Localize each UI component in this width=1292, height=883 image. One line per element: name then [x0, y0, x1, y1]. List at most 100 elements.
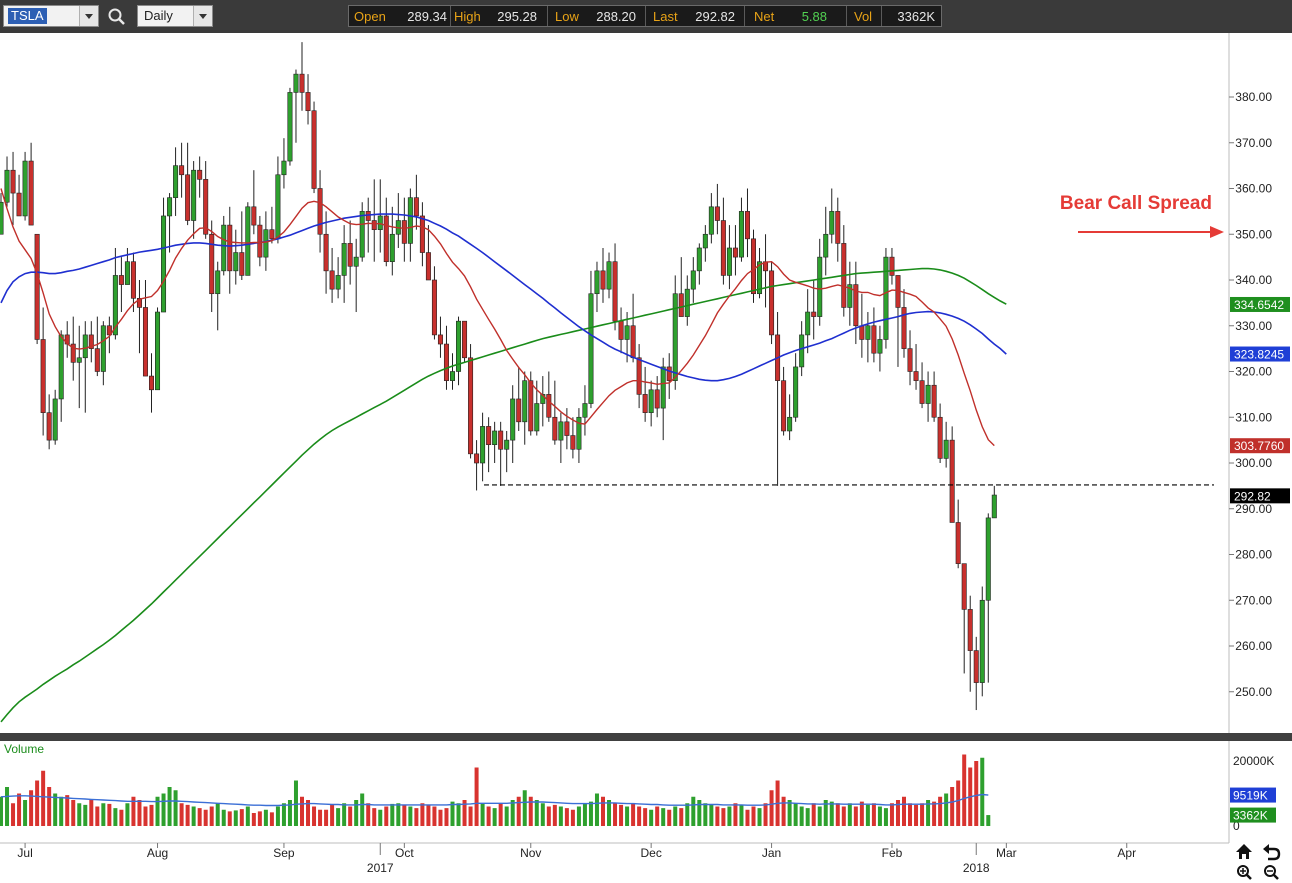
volume-bar	[402, 804, 407, 826]
date-axis: Jul Aug Sep Oct Nov Dec Jan Feb Mar Apr 2017 2018	[17, 843, 1136, 875]
volume-bar	[348, 806, 353, 826]
candle	[257, 215, 263, 267]
volume-bar	[582, 803, 587, 826]
open-value: 289.34	[407, 9, 447, 24]
volume-bar	[312, 806, 317, 826]
volume-bar	[408, 806, 413, 826]
candle	[588, 270, 594, 409]
candle	[750, 229, 756, 303]
candle	[191, 161, 197, 239]
volume-bar	[113, 808, 118, 826]
candle	[245, 202, 251, 276]
zoom-in-icon[interactable]	[1237, 865, 1252, 880]
volume-bar	[125, 803, 130, 826]
volume-bar	[793, 803, 798, 826]
price-chart[interactable]: 380.00 370.00 360.00 350.00 340.00 330.00 320.…	[0, 33, 1292, 883]
candle	[185, 142, 191, 226]
period-select[interactable]: Daily	[137, 5, 213, 27]
candle	[781, 366, 787, 436]
volume-bar	[667, 809, 672, 826]
candle	[0, 193, 4, 235]
volume-bar	[823, 800, 828, 826]
candle	[907, 330, 913, 386]
volume-bar	[275, 806, 280, 826]
candle	[642, 366, 648, 422]
volume-bar	[679, 808, 684, 826]
candle	[955, 499, 961, 569]
candle	[335, 257, 341, 299]
volume-bar	[119, 809, 124, 826]
volume-bar	[89, 800, 94, 826]
candle	[179, 142, 185, 198]
home-icon[interactable]	[1236, 844, 1252, 859]
price-tick-label: 250.00	[1235, 685, 1272, 699]
candle	[973, 636, 979, 711]
volume-bar	[354, 800, 359, 826]
volume-marker: 3362K	[1230, 807, 1276, 823]
candle	[203, 161, 209, 239]
price-marker-label: 323.8245	[1234, 348, 1284, 362]
volume-bar	[540, 803, 545, 826]
volume-bar	[215, 803, 220, 826]
symbol-text[interactable]: TSLA	[8, 8, 47, 24]
volume-bar	[865, 804, 870, 826]
price-marker: 303.7760	[1230, 438, 1290, 454]
volume-bar	[131, 796, 136, 826]
candle	[40, 307, 46, 436]
volume-bar	[456, 803, 461, 826]
candle	[937, 403, 943, 463]
candle	[462, 320, 468, 363]
volume-bar	[588, 801, 593, 826]
candle	[371, 179, 377, 262]
volume-bar	[324, 809, 329, 826]
candle	[787, 394, 793, 441]
volume-bar	[83, 804, 88, 826]
symbol-dropdown-arrow-icon[interactable]	[79, 6, 98, 26]
candle	[58, 330, 64, 422]
volume-bar	[625, 806, 630, 826]
candle	[576, 408, 582, 463]
symbol-input[interactable]: TSLA	[3, 5, 99, 27]
candle	[516, 366, 522, 431]
net-label: Net	[754, 9, 775, 24]
low-value: 288.20	[596, 9, 636, 24]
candle	[251, 170, 257, 235]
last-value: 292.82	[695, 9, 735, 24]
volume-bar	[107, 803, 112, 826]
undo-icon[interactable]	[1263, 844, 1281, 861]
candle	[443, 325, 449, 390]
search-icon[interactable]	[107, 7, 127, 27]
volume-bar	[841, 806, 846, 826]
candle	[949, 426, 955, 523]
volume-bar	[799, 806, 804, 826]
candle	[612, 243, 618, 331]
volume-bar	[721, 808, 726, 826]
volume-bar	[709, 804, 714, 826]
volume-bar	[65, 795, 70, 826]
volume-bar	[546, 806, 551, 826]
month-label: Jan	[762, 846, 781, 860]
candle	[94, 316, 100, 377]
candle	[233, 229, 239, 285]
period-dropdown-arrow-icon[interactable]	[193, 6, 212, 26]
candle	[582, 385, 588, 436]
candle	[865, 312, 871, 363]
volume-bar	[661, 808, 666, 826]
volume-bar	[510, 800, 515, 826]
candle	[167, 193, 173, 253]
volume-bar	[185, 804, 190, 826]
candle	[155, 307, 161, 391]
candle	[456, 316, 462, 386]
candle	[449, 353, 455, 390]
volume-bar	[763, 803, 768, 826]
volume-bar	[474, 767, 479, 826]
volume-bar	[245, 806, 250, 826]
volume-marker: 9519K	[1230, 787, 1276, 803]
volume-bar	[41, 770, 46, 826]
zoom-out-icon[interactable]	[1264, 865, 1279, 880]
volume-bar	[631, 803, 636, 826]
volume-bar	[504, 806, 509, 826]
volume-bar	[908, 803, 913, 826]
volume-bar	[59, 796, 64, 826]
volume-bar	[137, 800, 142, 826]
